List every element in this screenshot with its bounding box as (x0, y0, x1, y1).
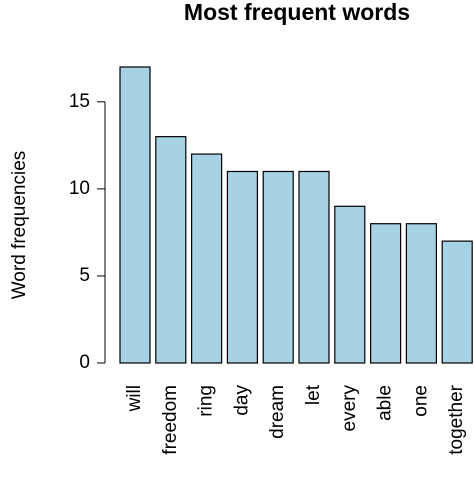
bar (119, 66, 151, 364)
bar (155, 136, 187, 364)
y-tick-label: 0 (79, 352, 90, 373)
x-tick-label: dream (267, 385, 288, 439)
x-tick-label: able (375, 385, 396, 421)
x-tick-label: together (446, 384, 467, 454)
bar (334, 205, 366, 364)
x-tick-label: let (303, 384, 324, 405)
x-tick-label: freedom (160, 385, 181, 455)
x-tick-label: will (124, 385, 145, 412)
bar (405, 223, 437, 364)
x-tick-label: ring (196, 385, 217, 417)
chart-title: Most frequent words (184, 0, 410, 25)
y-axis-label: Word frequencies (9, 151, 30, 300)
bar (226, 170, 258, 364)
bar (191, 153, 223, 364)
x-tick-label: every (339, 385, 360, 432)
bar (441, 240, 473, 364)
y-tick-label: 5 (79, 265, 90, 286)
bar (298, 170, 330, 364)
bar (370, 223, 402, 364)
x-tick-label: day (231, 385, 252, 416)
x-tick-label: one (410, 385, 431, 417)
bar (262, 170, 294, 364)
y-tick-label: 10 (69, 178, 90, 199)
y-tick-label: 15 (69, 91, 90, 112)
